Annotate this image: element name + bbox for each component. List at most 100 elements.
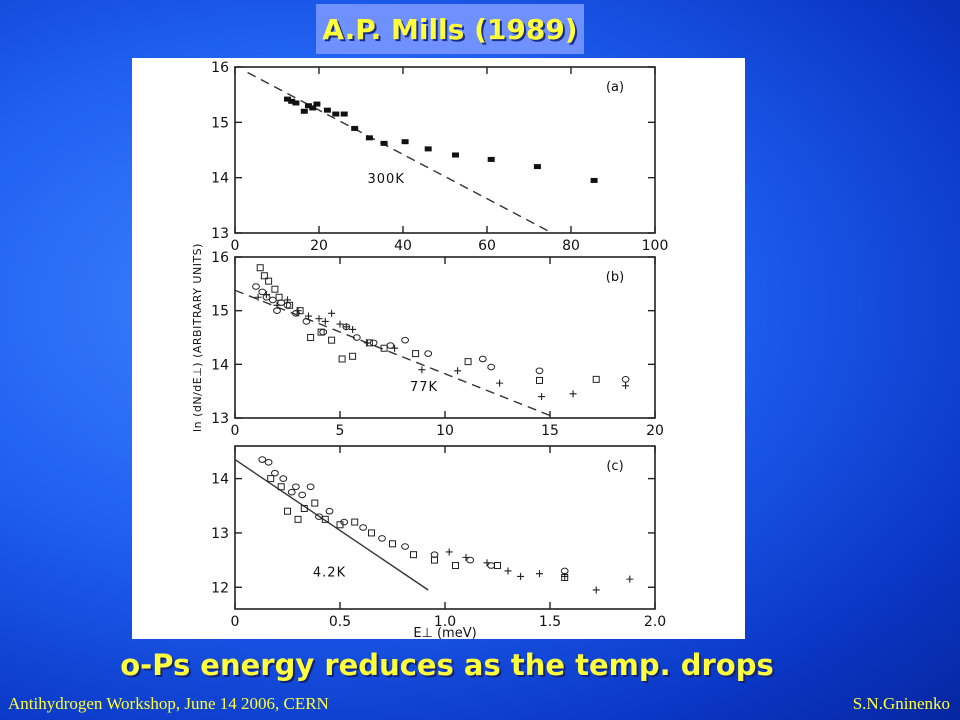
panel-frame [234,445,656,610]
data-point [592,586,600,594]
data-point [268,296,277,304]
temperature-label: 4.2K [313,565,346,580]
data-point [321,317,329,325]
data-point [298,491,307,499]
data-point [288,98,296,104]
data-point [313,101,321,107]
data-point [536,570,543,578]
x-axis-label: E⊥ (meV) [413,626,476,639]
data-point [323,107,331,113]
x-tick-label: 100 [642,238,669,254]
data-point [328,309,336,317]
y-tick-label: 12 [211,580,229,596]
x-tick-label: 40 [394,238,412,254]
data-point [466,556,475,564]
data-point [401,139,409,145]
data-point [300,504,308,512]
slide-title: A.P. Mills (1989) [322,12,578,46]
data-point [287,488,296,496]
data-point [340,518,349,526]
data-point [264,459,273,466]
x-tick-label: 1.0 [434,614,456,630]
data-point [626,575,634,583]
data-point [321,515,329,523]
data-point [378,535,386,542]
data-point [305,103,312,109]
data-point [325,507,334,515]
data-point [284,507,291,515]
data-point [424,350,433,357]
data-point [271,285,279,293]
data-point [487,363,496,371]
data-point [401,543,410,550]
data-point [430,551,439,558]
data-point [590,177,598,183]
footer-event: Antihydrogen Workshop, June 14 2006, CER… [8,694,329,713]
x-tick-label: 5 [336,423,345,439]
slide-caption: o-Ps energy reduces as the temp. drops [120,648,774,682]
data-point [284,296,291,304]
data-point [319,328,328,336]
x-tick-label: 10 [436,423,454,439]
x-tick-label: 0 [231,423,240,439]
data-point [622,382,630,390]
data-point [431,556,438,564]
data-point [487,156,495,162]
x-tick-label: 0.5 [329,614,351,630]
data-point [569,390,577,398]
temperature-label: 300K [368,172,405,187]
data-point [536,376,543,384]
data-point [317,328,325,336]
data-point [292,100,300,106]
data-point [487,562,496,569]
panel-frame [234,66,656,234]
y-tick-label: 15 [211,115,229,131]
data-point [424,146,432,152]
data-point [363,339,371,347]
y-tick-label: 14 [211,472,229,488]
x-tick-label: 20 [646,423,664,439]
data-point [464,358,472,366]
data-point [349,352,357,360]
data-point [478,355,487,363]
x-tick-label: 1.5 [539,614,561,630]
data-point [535,367,544,375]
data-point [286,301,294,309]
data-point [252,283,260,290]
panel-label: (a) [606,80,624,95]
data-point [389,540,396,548]
fit-line [234,289,557,419]
panel-label: (b) [606,270,624,285]
footer-author: S.N.Gninenko [852,694,950,713]
data-point [332,111,340,117]
data-point [267,475,275,483]
data-point [368,529,375,537]
data-point [401,336,410,344]
data-point [294,515,302,523]
figure-panel: 0 20 40 60 80 100 13 14 15 16 (a) 300K 0 5 10 15 20 13 14 1… [132,58,745,639]
slide-title-box: A.P. Mills (1989) [316,4,584,54]
temperature-label: 77K [410,380,438,395]
y-tick-label: 16 [211,60,229,76]
x-tick-label: 60 [478,238,496,254]
x-tick-label: 15 [541,423,559,439]
x-tick-label: 20 [310,238,328,254]
data-point [263,291,270,299]
data-point [452,152,459,158]
x-tick-label: 2.0 [644,614,666,630]
data-point [254,293,262,301]
data-point [294,307,302,315]
data-point [349,325,357,333]
data-point [561,572,569,580]
data-point [305,312,312,320]
data-point [621,376,630,383]
data-point [338,355,346,363]
data-point [483,559,491,567]
panel-label: (c) [606,459,623,474]
data-point [592,375,600,383]
data-point [462,553,470,561]
data-point [273,301,281,309]
y-tick-label: 13 [211,526,229,542]
data-point [265,277,273,285]
data-point [292,483,300,491]
